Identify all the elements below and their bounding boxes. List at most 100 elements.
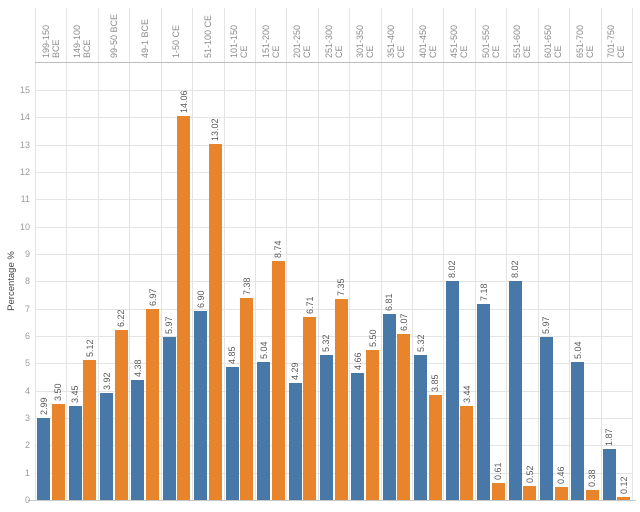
gridline-vertical <box>35 8 36 500</box>
gridline-horizontal <box>35 144 632 146</box>
bar-value-label: 8.02 <box>447 260 458 278</box>
bar-value-label: 6.97 <box>147 288 158 307</box>
bar-value-label: 14.06 <box>178 90 189 113</box>
y-tick-label: 8 <box>24 276 30 287</box>
category-label: 101-150 CE <box>229 24 250 58</box>
bar-orange <box>397 334 411 500</box>
bar-blue <box>37 418 51 500</box>
y-tick-label: 13 <box>19 139 30 150</box>
gridline-horizontal <box>35 336 632 337</box>
gridline-vertical <box>569 8 571 500</box>
bar-value-label: 0.61 <box>493 462 504 481</box>
gridline-vertical <box>160 8 162 500</box>
bar-value-label: 8.74 <box>273 240 284 259</box>
category-label: 651-700 CE <box>574 24 595 58</box>
bar-value-label: 0.46 <box>556 466 567 485</box>
gridline-vertical <box>254 8 256 500</box>
gridline-horizontal <box>35 308 632 310</box>
y-tick-label: 7 <box>24 303 30 314</box>
category-label: 1-50 CE <box>171 24 182 58</box>
gridline-vertical <box>537 8 539 500</box>
bar-value-label: 7.18 <box>478 283 489 301</box>
gridline-vertical <box>600 8 602 500</box>
bar-blue <box>602 448 616 500</box>
bar-value-label: 6.22 <box>116 309 127 327</box>
bar-value-label: 7.38 <box>241 277 252 296</box>
bar-blue <box>539 336 553 500</box>
bar-value-label: 3.85 <box>430 374 441 392</box>
bar-blue <box>162 336 176 500</box>
bar-value-label: 4.66 <box>352 352 363 370</box>
gridline-horizontal <box>35 418 632 419</box>
category-label: 49-1 BCE <box>139 18 150 58</box>
bar-orange <box>585 489 599 500</box>
category-label: 151-200 CE <box>260 24 281 58</box>
bar-value-label: 6.90 <box>195 290 206 309</box>
gridline-horizontal <box>35 390 632 392</box>
bar-value-label: 6.71 <box>304 296 315 314</box>
bar-value-label: 5.12 <box>84 339 95 358</box>
y-tick-label: 2 <box>24 440 30 451</box>
bar-value-label: 6.81 <box>384 293 395 311</box>
x-axis-line <box>35 62 632 63</box>
gridline-horizontal <box>35 199 632 201</box>
y-tick-label: 12 <box>19 167 30 177</box>
bar-blue <box>225 367 239 500</box>
y-tick-label: 14 <box>19 112 30 123</box>
gridline-vertical <box>286 8 288 500</box>
bar-value-label: 5.50 <box>367 329 378 347</box>
y-tick-label: 9 <box>24 249 30 259</box>
bar-blue <box>477 303 491 500</box>
bar-blue <box>68 405 82 500</box>
bar-orange <box>303 316 317 500</box>
bar-value-label: 8.02 <box>510 260 521 278</box>
bar-value-label: 6.07 <box>398 313 409 332</box>
bar-orange <box>617 496 631 500</box>
gridline-horizontal <box>35 363 632 365</box>
category-label: 149-100 BCE <box>72 24 93 58</box>
category-label: 501-550 CE <box>480 24 501 58</box>
chart-bottom-line <box>28 500 636 501</box>
bar-orange <box>334 299 348 500</box>
gridline-horizontal <box>35 117 632 119</box>
bar-value-label: 3.45 <box>70 385 81 403</box>
bar-value-label: 4.85 <box>227 346 238 365</box>
bar-value-label: 5.04 <box>572 341 583 360</box>
bar-orange <box>83 360 97 500</box>
y-tick-label: 1 <box>24 467 30 478</box>
gridline-vertical <box>474 8 476 500</box>
gridline-horizontal <box>35 254 632 255</box>
category-label: 251-300 CE <box>323 24 344 58</box>
bar-blue <box>131 380 145 500</box>
bar-value-label: 4.29 <box>290 362 301 380</box>
y-tick-label: 5 <box>24 358 30 369</box>
gridline-horizontal <box>35 90 632 91</box>
y-tick-label: 4 <box>24 385 30 396</box>
bar-orange <box>240 298 254 500</box>
category-label: 301-350 CE <box>354 24 375 58</box>
bar-blue <box>100 392 114 500</box>
y-tick-label: 11 <box>20 194 30 205</box>
bar-value-label: 3.92 <box>101 372 112 390</box>
bar-blue <box>257 362 271 500</box>
bar-orange <box>51 404 65 500</box>
bar-value-label: 2.99 <box>38 397 49 416</box>
bar-value-label: 5.04 <box>258 341 269 360</box>
gridline-vertical <box>317 8 319 500</box>
gridline-horizontal <box>35 445 632 447</box>
bar-blue <box>571 362 585 500</box>
bar-value-label: 3.44 <box>461 385 472 403</box>
y-tick-label: 10 <box>19 221 30 232</box>
bar-blue <box>351 372 365 500</box>
bar-value-label: 0.38 <box>587 469 598 487</box>
bar-value-label: 5.32 <box>415 334 426 352</box>
bar-blue <box>319 354 333 500</box>
gridline-vertical <box>129 8 131 500</box>
bar-value-label: 3.50 <box>53 383 64 402</box>
category-label: 351-400 CE <box>386 24 407 58</box>
bar-orange <box>491 483 505 500</box>
bar-value-label: 5.32 <box>321 334 332 352</box>
gridline-vertical <box>97 8 99 500</box>
bar-orange <box>428 394 442 500</box>
gridline-vertical <box>192 8 194 500</box>
